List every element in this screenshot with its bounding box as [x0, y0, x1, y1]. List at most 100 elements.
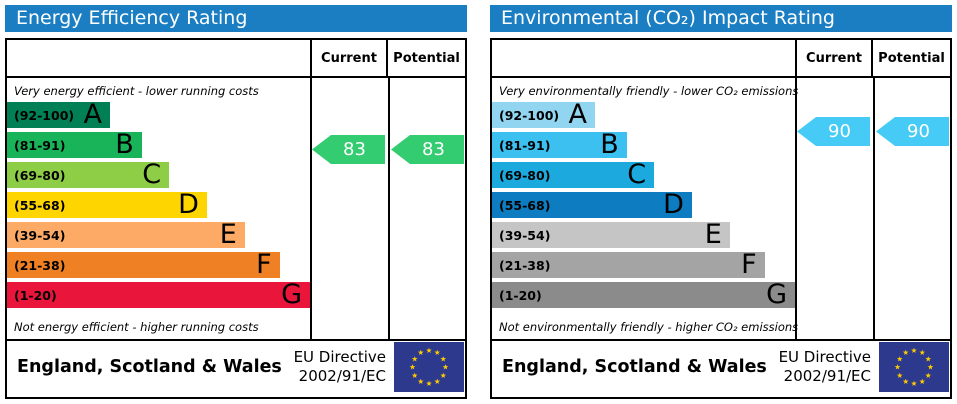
band-bar-a: (92-100) A	[7, 99, 111, 130]
environmental-top-caption: Very environmentally friendly - lower CO…	[499, 84, 799, 98]
band-letter: G	[766, 279, 787, 310]
svg-text:★: ★	[411, 371, 418, 380]
environmental-current-arrow: 90	[797, 117, 870, 146]
band-range: (39-54)	[499, 227, 551, 243]
column-divider	[388, 78, 390, 339]
band-range: (81-91)	[14, 137, 66, 153]
band-bar-d: (55-68) D	[492, 189, 692, 220]
band-range: (21-38)	[14, 257, 66, 273]
energy-current-column-header: Current	[310, 40, 386, 76]
band-bar-g: (1-20) G	[7, 279, 310, 310]
svg-text:★: ★	[417, 377, 424, 386]
band-row-a: (92-100) A	[492, 99, 795, 132]
band-bar-f: (21-38) F	[7, 249, 280, 280]
band-letter: B	[600, 129, 619, 160]
environmental-header-empty-cell	[492, 40, 795, 76]
band-row-f: (21-38) F	[492, 249, 795, 282]
svg-text:★: ★	[927, 363, 934, 372]
band-range: (55-68)	[499, 197, 551, 213]
band-letter: E	[219, 219, 237, 250]
band-row-g: (1-20) G	[7, 279, 310, 312]
environmental-impact-panel: Environmental (CO₂) Impact Rating Curren…	[490, 5, 952, 399]
energy-table-footer: England, Scotland & Wales EU Directive 2…	[7, 339, 465, 393]
svg-text:★: ★	[434, 348, 441, 357]
region-label: England, Scotland & Wales	[17, 357, 282, 377]
eu-flag-icon: ★ ★ ★ ★ ★ ★ ★ ★ ★ ★ ★ ★	[394, 342, 464, 392]
environmental-current-column-header: Current	[795, 40, 871, 76]
band-bar-e: (39-54) E	[492, 219, 730, 250]
svg-text:★: ★	[426, 346, 433, 355]
svg-text:★: ★	[919, 377, 926, 386]
region-label: England, Scotland & Wales	[502, 357, 767, 377]
energy-potential-column-header: Potential	[386, 40, 465, 76]
environmental-rating-table: Current Potential Very environmentally f…	[490, 38, 952, 399]
svg-text:★: ★	[417, 348, 424, 357]
band-row-f: (21-38) F	[7, 249, 310, 282]
svg-text:★: ★	[411, 354, 418, 363]
svg-text:★: ★	[409, 363, 416, 372]
band-row-e: (39-54) E	[7, 219, 310, 252]
band-letter: G	[281, 279, 302, 310]
band-bar-d: (55-68) D	[7, 189, 207, 220]
eu-directive-label: EU Directive 2002/91/EC	[779, 348, 871, 386]
band-bar-c: (69-80) C	[492, 159, 655, 190]
band-range: (92-100)	[499, 107, 560, 123]
eu-directive-line1: EU Directive	[778, 348, 871, 367]
energy-potential-arrow: 83	[391, 135, 464, 164]
energy-bands: (92-100) A (81-91) B (69-80) C	[7, 99, 310, 312]
energy-rating-scale-area: Very energy efficient - lower running co…	[7, 78, 465, 339]
band-row-d: (55-68) D	[7, 189, 310, 222]
band-bar-f: (21-38) F	[492, 249, 765, 280]
band-letter: A	[83, 99, 103, 130]
svg-text:★: ★	[440, 371, 447, 380]
band-row-d: (55-68) D	[492, 189, 795, 222]
band-range: (92-100)	[14, 107, 75, 123]
band-letter: D	[663, 189, 684, 220]
svg-text:★: ★	[440, 354, 447, 363]
svg-text:★: ★	[925, 354, 932, 363]
band-row-c: (69-80) C	[492, 159, 795, 192]
energy-current-arrow: 83	[312, 135, 385, 164]
energy-bottom-caption: Not energy efficient - higher running co…	[14, 320, 259, 334]
svg-text:★: ★	[902, 377, 909, 386]
band-bar-a: (92-100) A	[492, 99, 596, 130]
band-range: (81-91)	[499, 137, 551, 153]
svg-text:★: ★	[434, 377, 441, 386]
eu-directive-label: EU Directive 2002/91/EC	[294, 348, 386, 386]
energy-panel-title: Energy Efficiency Rating	[5, 5, 467, 32]
svg-text:★: ★	[896, 371, 903, 380]
environmental-potential-column-header: Potential	[871, 40, 950, 76]
band-letter: F	[741, 249, 757, 280]
band-row-e: (39-54) E	[492, 219, 795, 252]
svg-text:★: ★	[911, 379, 918, 388]
energy-rating-table: Current Potential Very energy efficient …	[5, 38, 467, 399]
eu-directive-line2: 2002/91/EC	[298, 367, 386, 385]
energy-efficiency-panel: Energy Efficiency Rating Current Potenti…	[5, 5, 467, 399]
energy-current-value: 83	[343, 139, 366, 160]
energy-header-empty-cell	[7, 40, 310, 76]
band-row-b: (81-91) B	[7, 129, 310, 162]
svg-text:★: ★	[925, 371, 932, 380]
band-range: (21-38)	[499, 257, 551, 273]
band-letter: D	[178, 189, 199, 220]
band-letter: A	[568, 99, 588, 130]
band-letter: C	[142, 159, 162, 190]
environmental-panel-title: Environmental (CO₂) Impact Rating	[490, 5, 952, 32]
band-letter: B	[115, 129, 134, 160]
band-range: (1-20)	[499, 287, 542, 303]
band-letter: C	[627, 159, 647, 190]
band-range: (55-68)	[14, 197, 66, 213]
environmental-rating-scale-area: Very environmentally friendly - lower CO…	[492, 78, 950, 339]
band-range: (1-20)	[14, 287, 57, 303]
svg-text:★: ★	[894, 363, 901, 372]
environmental-potential-arrow: 90	[876, 117, 949, 146]
column-divider	[873, 78, 875, 339]
energy-top-caption: Very energy efficient - lower running co…	[14, 84, 259, 98]
band-letter: F	[256, 249, 272, 280]
band-letter: E	[704, 219, 722, 250]
energy-table-header-row: Current Potential	[7, 40, 465, 78]
svg-text:★: ★	[896, 354, 903, 363]
eu-flag-icon: ★ ★ ★ ★ ★ ★ ★ ★ ★ ★ ★ ★	[879, 342, 949, 392]
eu-directive-line2: 2002/91/EC	[783, 367, 871, 385]
